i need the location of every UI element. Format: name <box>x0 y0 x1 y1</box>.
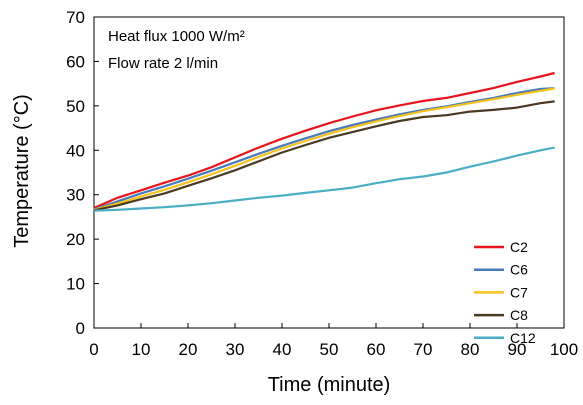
x-axis-title: Time (minute) <box>268 374 391 396</box>
legend: C2 C6 C7 C8 C12 <box>474 239 536 346</box>
y-tick-label: 40 <box>66 141 85 160</box>
series-line-c7 <box>93 87 555 211</box>
legend-label-c7: C7 <box>510 284 528 300</box>
x-tick-label: 10 <box>132 340 151 359</box>
y-axis-ticks: 0 10 20 30 40 50 60 70 <box>66 8 99 338</box>
series-line-c6 <box>93 87 555 211</box>
x-tick-label: 70 <box>414 340 433 359</box>
legend-label-c2: C2 <box>510 239 528 255</box>
annotation-flow-rate: Flow rate 2 l/min <box>108 55 218 72</box>
y-tick-label: 0 <box>76 319 85 338</box>
y-tick-label: 70 <box>66 8 85 27</box>
series-line-c8 <box>93 100 555 212</box>
legend-label-c12: C12 <box>510 330 536 346</box>
x-tick-label: 100 <box>550 340 578 359</box>
series-lines <box>93 71 555 212</box>
x-tick-label: 20 <box>179 340 198 359</box>
x-axis-ticks: 0 10 20 30 40 50 60 70 80 90 100 <box>89 323 578 359</box>
legend-label-c6: C6 <box>510 262 528 278</box>
y-axis-title: Temperature (°C) <box>11 94 33 248</box>
x-tick-label: 30 <box>226 340 245 359</box>
x-tick-label: 0 <box>89 340 98 359</box>
x-tick-label: 50 <box>320 340 339 359</box>
x-tick-label: 60 <box>367 340 386 359</box>
plot-area: 0 10 20 30 40 50 60 70 0 10 20 30 40 50 60 70 80 90 100 <box>66 8 578 359</box>
y-tick-label: 20 <box>66 230 85 249</box>
annotation-heat-flux: Heat flux 1000 W/m² <box>108 28 245 45</box>
y-tick-label: 50 <box>66 97 85 116</box>
legend-label-c8: C8 <box>510 307 528 323</box>
y-tick-label: 60 <box>66 52 85 71</box>
y-tick-label: 10 <box>66 275 85 294</box>
series-line-c2 <box>93 71 555 210</box>
y-tick-label: 30 <box>66 186 85 205</box>
series-line-c12 <box>93 146 555 212</box>
x-tick-label: 40 <box>273 340 292 359</box>
annotation-box: Heat flux 1000 W/m² Flow rate 2 l/min <box>108 28 245 72</box>
x-tick-label: 80 <box>461 340 480 359</box>
x-tick-label: 90 <box>508 340 527 359</box>
